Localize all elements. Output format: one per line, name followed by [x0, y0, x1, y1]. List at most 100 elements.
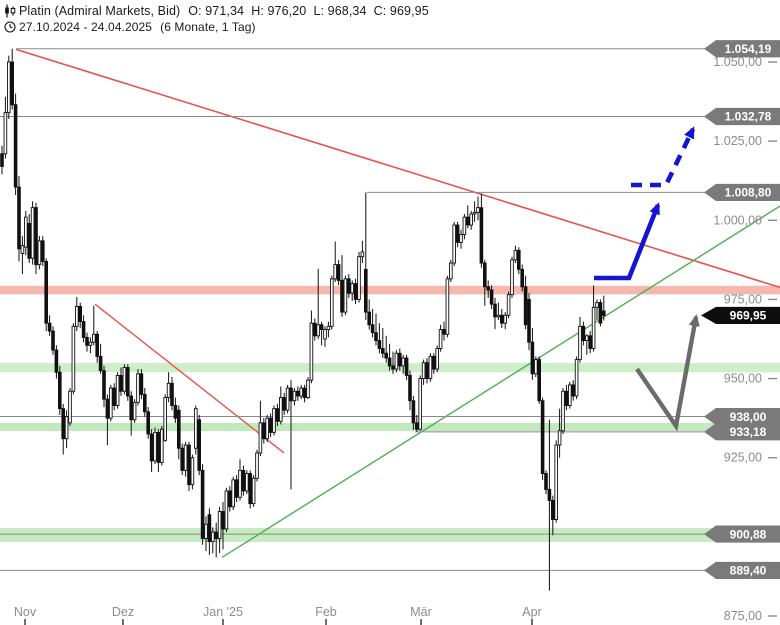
candle-body [204, 523, 208, 539]
candle-body [251, 477, 256, 505]
candle-body [115, 374, 120, 406]
chart-header: Platin (Admiral Markets, Bid) O: 971,34 … [4, 3, 429, 35]
candle-body [551, 500, 555, 520]
candle-body [227, 490, 232, 508]
y-tick-label: 925,00 [724, 451, 762, 465]
blue-solid-arrow [594, 202, 661, 281]
candle-body [24, 216, 28, 248]
candle-body [316, 324, 321, 337]
period-label: (6 Monate, 1 Tag) [160, 20, 256, 34]
candle-body [347, 278, 351, 294]
candle-body [74, 305, 79, 327]
candle-body [279, 397, 283, 422]
price-band [0, 527, 780, 542]
candle-body [119, 374, 123, 392]
candle-body [449, 262, 453, 280]
candle-body [540, 400, 545, 474]
candle-body [224, 490, 229, 530]
price-tag-label: 1.032,78 [725, 110, 772, 124]
candle-body [262, 422, 266, 440]
trendline [15, 48, 780, 289]
candle-body [323, 329, 327, 340]
level-price-tag [704, 525, 780, 543]
candle-body [214, 531, 219, 539]
price-tag-label: 900,88 [730, 527, 767, 541]
current-price-tag [701, 306, 780, 325]
candle-body [598, 302, 603, 324]
candle-body [571, 384, 575, 397]
candle-body [156, 431, 161, 463]
trendline [94, 303, 285, 454]
candle-body [30, 207, 35, 259]
candle-body [0, 153, 4, 167]
price-band [0, 285, 780, 295]
y-tick-label: 1.050,00 [713, 55, 762, 69]
price-tag-label: 889,40 [730, 564, 767, 578]
candle-body [472, 211, 477, 215]
candle-body [513, 249, 518, 261]
candle-body [3, 112, 8, 155]
candle-body [364, 268, 368, 313]
candle-body [370, 324, 375, 334]
candle-body [602, 310, 606, 316]
candle-body [129, 395, 134, 421]
candle-body [146, 411, 151, 435]
candle-body [190, 457, 195, 486]
candle-body [231, 479, 236, 508]
level-price-tag [704, 407, 780, 426]
candle-body [71, 325, 76, 392]
x-tick-label: Mär [410, 605, 432, 619]
x-tick-label: Dez [112, 605, 134, 619]
candle-body [496, 314, 501, 318]
candle-body [299, 387, 304, 397]
x-tick-label: Jan '25 [203, 605, 243, 619]
candle-body [17, 186, 21, 250]
candle-body [221, 511, 225, 530]
candle-body [207, 514, 212, 543]
candle-body [421, 362, 426, 380]
candle-body [445, 278, 450, 335]
candle-body [275, 408, 280, 422]
candle-body [68, 390, 72, 424]
candle-body [520, 268, 524, 288]
candle-body [149, 433, 154, 462]
candle-body [466, 216, 470, 226]
candle-body [391, 365, 395, 370]
candle-body [561, 390, 565, 432]
candle-body [432, 355, 436, 370]
candle-body [384, 352, 389, 359]
candle-body [173, 405, 178, 419]
candle-body [574, 359, 579, 397]
candle-body [503, 314, 508, 324]
candle-body [493, 303, 497, 318]
candle-body [455, 224, 460, 243]
candle-body [588, 335, 592, 349]
candle-body [585, 335, 589, 342]
candle-body [44, 260, 48, 324]
candle-body [544, 473, 548, 490]
candle-body [438, 329, 443, 349]
candle-body [285, 387, 290, 411]
candle-body [302, 387, 307, 399]
title-row: Platin (Admiral Markets, Bid) O: 971,34 … [4, 3, 429, 19]
level-price-tag [704, 40, 780, 58]
candle-body [248, 473, 253, 505]
price-band [0, 422, 780, 432]
candle-body [37, 240, 42, 266]
instrument-title: Platin (Admiral Markets, Bid) [19, 4, 181, 18]
candle-body [210, 531, 215, 543]
candle-body [425, 362, 429, 380]
candle-body [442, 329, 446, 335]
candle-body [34, 207, 38, 266]
candle-body [6, 61, 11, 114]
candle-body [534, 359, 538, 375]
y-tick-label: 1.025,00 [713, 134, 762, 148]
candle-body [333, 264, 338, 280]
candle-body [418, 378, 423, 430]
annotation-arrows [594, 126, 700, 432]
candle-body [58, 371, 62, 410]
candle-body [153, 431, 157, 462]
candle-body [54, 349, 59, 373]
trendline [221, 205, 780, 559]
